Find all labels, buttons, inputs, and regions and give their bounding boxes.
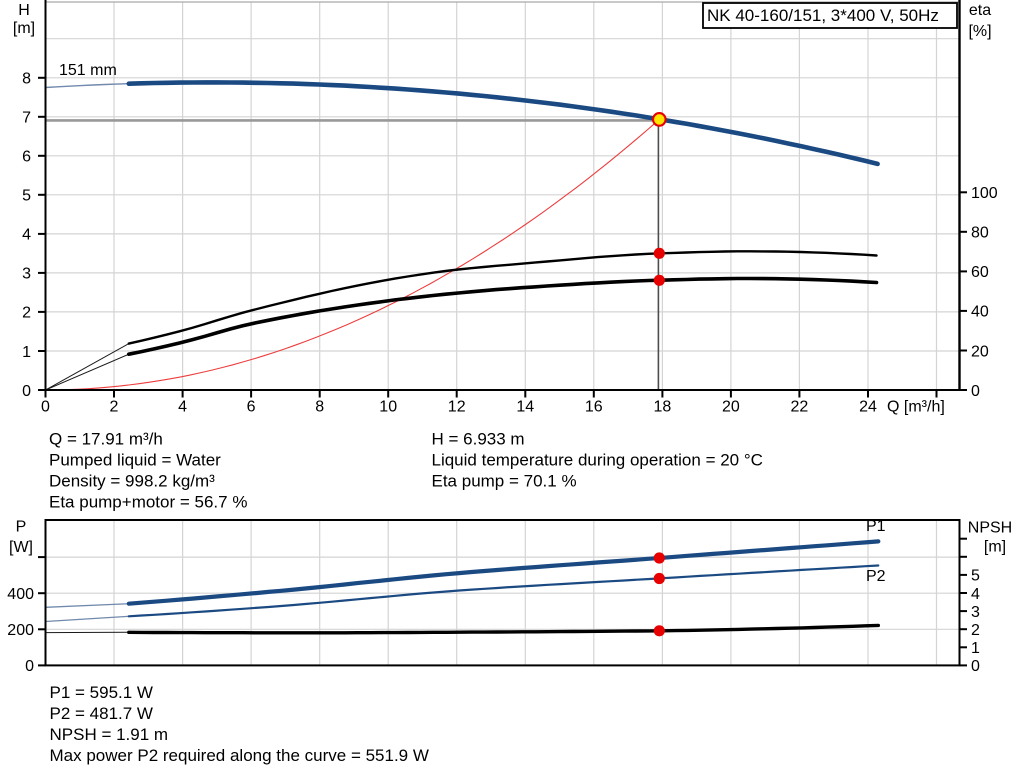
svg-text:eta: eta	[969, 2, 991, 19]
svg-text:3: 3	[22, 266, 31, 283]
svg-text:6: 6	[247, 399, 256, 416]
svg-text:151 mm: 151 mm	[59, 62, 117, 79]
svg-text:6: 6	[22, 149, 31, 166]
svg-text:80: 80	[971, 225, 989, 242]
svg-text:Liquid temperature during oper: Liquid temperature during operation = 20…	[432, 450, 763, 469]
svg-text:16: 16	[585, 399, 603, 416]
svg-text:14: 14	[516, 399, 534, 416]
svg-text:H = 6.933 m: H = 6.933 m	[432, 429, 525, 448]
svg-text:5: 5	[971, 568, 980, 585]
svg-text:Density = 998.2 kg/m³: Density = 998.2 kg/m³	[49, 472, 215, 491]
svg-text:5: 5	[22, 188, 31, 205]
svg-text:0: 0	[971, 383, 980, 400]
svg-text:0: 0	[25, 658, 34, 675]
svg-text:Pumped liquid = Water: Pumped liquid = Water	[49, 450, 221, 469]
svg-text:2: 2	[971, 622, 980, 639]
svg-text:4: 4	[22, 227, 31, 244]
svg-text:1: 1	[971, 640, 980, 657]
svg-text:0: 0	[22, 383, 31, 400]
svg-text:400: 400	[7, 586, 34, 603]
svg-text:4: 4	[178, 399, 187, 416]
svg-text:P2 = 481.7 W: P2 = 481.7 W	[50, 704, 153, 723]
svg-text:Q = 17.91 m³/h: Q = 17.91 m³/h	[49, 429, 163, 448]
svg-text:0: 0	[41, 399, 50, 416]
svg-text:NPSH = 1.91 m: NPSH = 1.91 m	[50, 725, 169, 744]
svg-text:2: 2	[110, 399, 119, 416]
svg-text:20: 20	[971, 343, 989, 360]
svg-text:7: 7	[22, 110, 31, 127]
svg-text:Max power P2 required along th: Max power P2 required along the curve = …	[50, 746, 429, 765]
svg-text:P: P	[16, 519, 27, 536]
svg-text:1: 1	[22, 344, 31, 361]
svg-text:8: 8	[315, 399, 324, 416]
svg-text:100: 100	[971, 185, 998, 202]
svg-text:18: 18	[654, 399, 672, 416]
svg-text:P1 = 595.1 W: P1 = 595.1 W	[50, 683, 153, 702]
svg-text:60: 60	[971, 264, 989, 281]
svg-text:0: 0	[971, 658, 980, 675]
svg-text:[m]: [m]	[984, 539, 1006, 556]
svg-text:12: 12	[448, 399, 466, 416]
svg-text:[W]: [W]	[9, 539, 33, 556]
svg-text:10: 10	[379, 399, 397, 416]
svg-text:[m]: [m]	[13, 20, 35, 37]
svg-text:P2: P2	[866, 568, 886, 585]
svg-text:24: 24	[859, 399, 877, 416]
svg-text:2: 2	[22, 305, 31, 322]
svg-text:3: 3	[971, 604, 980, 621]
svg-text:Eta pump = 70.1 %: Eta pump = 70.1 %	[432, 472, 577, 491]
svg-text:NPSH: NPSH	[968, 520, 1012, 537]
svg-text:Eta pump+motor = 56.7 %: Eta pump+motor = 56.7 %	[49, 493, 247, 512]
svg-text:H: H	[18, 2, 30, 19]
svg-text:NK 40-160/151, 3*400 V, 50Hz: NK 40-160/151, 3*400 V, 50Hz	[707, 6, 939, 25]
svg-text:200: 200	[7, 622, 34, 639]
svg-text:22: 22	[791, 399, 809, 416]
svg-text:4: 4	[971, 586, 980, 603]
svg-text:20: 20	[722, 399, 740, 416]
svg-text:40: 40	[971, 304, 989, 321]
svg-text:Q [m³/h]: Q [m³/h]	[887, 399, 945, 416]
svg-text:[%]: [%]	[968, 23, 991, 40]
svg-text:8: 8	[22, 71, 31, 88]
svg-text:P1: P1	[866, 518, 886, 535]
